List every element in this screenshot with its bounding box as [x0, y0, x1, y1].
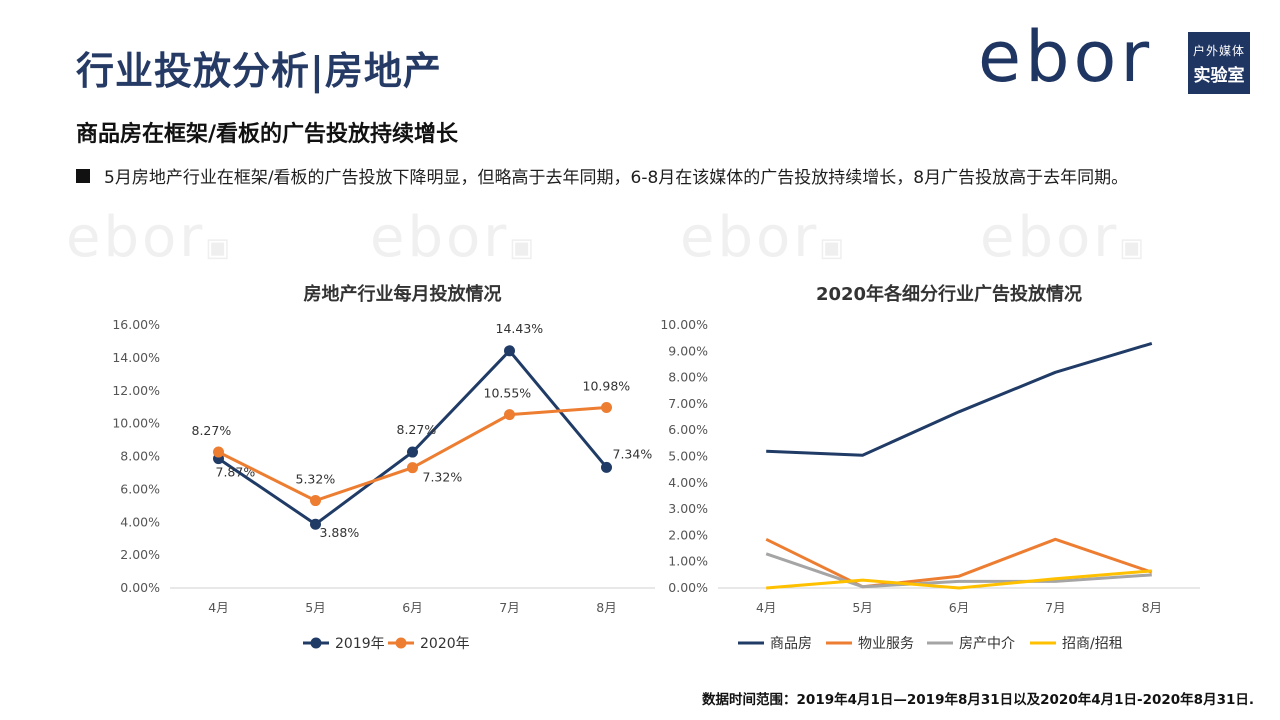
- bullet-text: 5月房地产行业在框架/看板的广告投放下降明显，但略高于去年同期，6-8月在该媒体…: [104, 168, 1129, 188]
- legend-label: 2020年: [420, 636, 470, 652]
- logo-wordmark: ebor: [978, 16, 1154, 98]
- y-tick-label: 6.00%: [668, 422, 708, 437]
- y-tick-label: 3.00%: [668, 501, 708, 516]
- x-tick-label: 8月: [596, 600, 616, 615]
- y-tick-label: 6.00%: [120, 481, 160, 496]
- watermark-logo: ebor▣: [980, 205, 1147, 270]
- data-label: 8.27%: [397, 422, 437, 437]
- y-tick-label: 5.00%: [668, 449, 708, 464]
- series-line-1: [765, 537, 1153, 589]
- logo-badge-top: 户外媒体: [1192, 44, 1245, 58]
- brand-logo: ebor 户外媒体 实验室: [978, 22, 1250, 100]
- data-point: [601, 402, 612, 414]
- x-tick-label: 7月: [499, 600, 519, 615]
- y-tick-label: 7.00%: [668, 396, 708, 411]
- x-tick-label: 4月: [756, 600, 776, 615]
- y-tick-label: 10.00%: [660, 317, 708, 332]
- y-tick-label: 16.00%: [112, 317, 160, 332]
- data-point: [601, 461, 612, 473]
- watermark-logo: ebor▣: [66, 205, 233, 270]
- legend-label: 商品房: [770, 636, 812, 652]
- data-label: 7.32%: [423, 470, 463, 485]
- legend-label: 招商/招租: [1062, 636, 1123, 652]
- watermark-logo: ebor▣: [680, 205, 847, 270]
- data-label: 7.87%: [216, 465, 256, 480]
- bullet-point: 5月房地产行业在框架/看板的广告投放下降明显，但略高于去年同期，6-8月在该媒体…: [76, 160, 1196, 196]
- x-tick-label: 6月: [402, 600, 422, 615]
- data-label: 3.88%: [320, 525, 360, 540]
- page-title: 行业投放分析|房地产: [76, 49, 442, 93]
- x-tick-label: 5月: [305, 600, 325, 615]
- y-tick-label: 9.00%: [668, 343, 708, 358]
- y-tick-label: 2.00%: [668, 527, 708, 542]
- x-tick-label: 6月: [949, 600, 969, 615]
- x-tick-label: 5月: [852, 600, 872, 615]
- legend-label: 2019年: [335, 636, 385, 652]
- data-point: [213, 446, 224, 458]
- y-tick-label: 14.00%: [112, 350, 160, 365]
- data-range-footnote: 数据时间范围：2019年4月1日—2019年8月31日以及2020年4月1日-2…: [702, 692, 1254, 708]
- data-point: [504, 409, 515, 421]
- y-tick-label: 0.00%: [120, 580, 160, 595]
- chart-monthly-investment: 房地产行业每月投放情况 0.00% 2.00% 4.00% 6.00% 8.00% 10.0…: [112, 283, 655, 652]
- data-label: 14.43%: [496, 321, 544, 336]
- data-label: 7.34%: [613, 446, 653, 461]
- x-tick-label: 8月: [1142, 600, 1162, 615]
- data-point: [407, 446, 418, 458]
- legend-marker: [310, 637, 322, 649]
- y-tick-label: 4.00%: [120, 514, 160, 529]
- chart-title: 2020年各细分行业广告投放情况: [816, 283, 1082, 305]
- legend-label: 房产中介: [959, 636, 1015, 652]
- data-label: 10.55%: [484, 386, 532, 401]
- x-tick-label: 7月: [1045, 600, 1065, 615]
- y-tick-label: 0.00%: [668, 580, 708, 595]
- data-label: 5.32%: [296, 472, 336, 487]
- y-tick-label: 8.00%: [120, 449, 160, 464]
- series-line-0: [766, 341, 1153, 457]
- logo-badge-bottom: 实验室: [1193, 66, 1245, 86]
- y-tick-label: 12.00%: [112, 383, 160, 398]
- y-tick-label: 8.00%: [668, 370, 708, 385]
- data-point: [310, 495, 321, 507]
- bullet-square-icon: [76, 169, 90, 183]
- data-point: [504, 345, 515, 357]
- series-line-2: [765, 552, 1152, 589]
- data-label: 10.98%: [583, 379, 631, 394]
- series-line-3: [766, 569, 1152, 590]
- logo-badge: 户外媒体 实验室: [1188, 32, 1250, 94]
- watermark-logo: ebor▣: [370, 205, 537, 270]
- series-line-0: [217, 349, 608, 526]
- section-subtitle: 商品房在框架/看板的广告投放持续增长: [76, 122, 459, 147]
- y-tick-label: 4.00%: [668, 475, 708, 490]
- y-tick-label: 10.00%: [112, 416, 160, 431]
- data-point: [407, 462, 418, 474]
- legend-marker: [395, 637, 407, 649]
- chart-subindustry-investment: 2020年各细分行业广告投放情况 0.00% 1.00% 2.00% 3.00% 4.00…: [660, 283, 1200, 652]
- data-point: [310, 518, 321, 530]
- y-tick-label: 1.00%: [668, 554, 708, 569]
- x-tick-label: 4月: [208, 600, 228, 615]
- chart-title: 房地产行业每月投放情况: [304, 283, 502, 305]
- legend-label: 物业服务: [858, 636, 914, 652]
- data-label: 8.27%: [192, 423, 232, 438]
- y-tick-label: 2.00%: [120, 547, 160, 562]
